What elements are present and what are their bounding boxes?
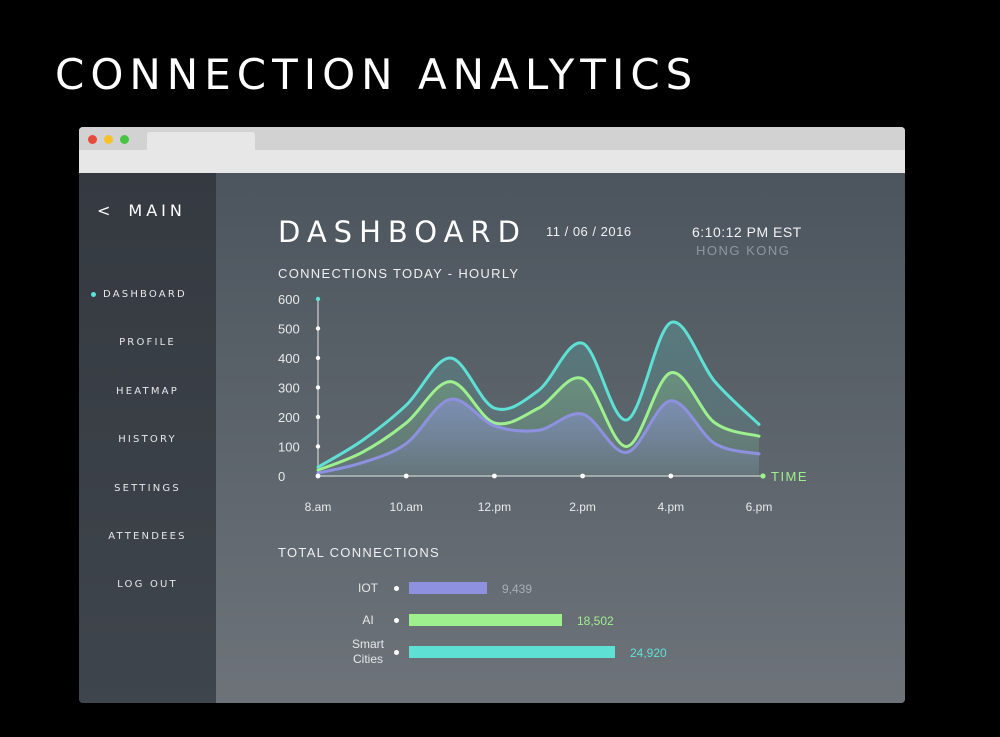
total-value: 9,439 — [502, 582, 533, 596]
back-to-main-link[interactable]: < MAIN — [97, 201, 186, 220]
sidebar-item-dashboard[interactable]: DASHBOARD — [91, 289, 187, 300]
total-bullet-icon — [394, 586, 399, 591]
series-3-line — [316, 397, 761, 475]
page-heading: CONNECTION ANALYTICS — [55, 50, 699, 99]
total-bullet-icon — [394, 650, 399, 655]
y-tick-dot — [315, 385, 321, 390]
dashboard-content: DASHBOARD 11 / 06 / 2016 6:10:12 PM EST … — [216, 173, 905, 703]
sidebar-item-heatmap[interactable]: HEATMAP — [79, 386, 216, 397]
x-tick-label: 6.pm — [746, 500, 773, 514]
sidebar-item-log-out[interactable]: LOG OUT — [79, 579, 216, 590]
browser-tab[interactable] — [147, 132, 255, 150]
sidebar-item-label: HEATMAP — [116, 386, 179, 397]
total-label: IOT — [358, 581, 378, 595]
y-tick-label: 500 — [278, 322, 300, 337]
total-label: Smart Cities — [351, 637, 384, 666]
x-tick-label: 2.pm — [569, 500, 596, 514]
total-value: 24,920 — [630, 646, 667, 660]
chart-title: CONNECTIONS TODAY - HOURLY — [278, 266, 520, 281]
sidebar: < MAIN DASHBOARD PROFILE HEATMAP HISTORY … — [79, 173, 216, 703]
y-tick-label: 400 — [278, 351, 300, 366]
series-1-line — [316, 320, 761, 469]
x-tick-label: 4.pm — [657, 500, 684, 514]
browser-chrome — [79, 127, 905, 173]
total-bar — [409, 582, 487, 594]
x-tick-dot — [668, 473, 674, 479]
total-bar — [409, 646, 615, 658]
x-tick-label: 8.am — [305, 500, 332, 514]
y-tick-label: 100 — [278, 440, 300, 455]
dashboard-title: DASHBOARD — [278, 215, 527, 249]
y-tick-label: 600 — [278, 292, 300, 307]
x-tick-label: 12.pm — [478, 500, 511, 514]
total-label: AI — [362, 613, 374, 627]
sidebar-item-label: HISTORY — [118, 434, 177, 445]
sidebar-item-settings[interactable]: SETTINGS — [79, 483, 216, 494]
series-2-line — [316, 371, 761, 472]
y-tick-dot — [315, 444, 321, 449]
maximize-window-button[interactable] — [120, 135, 129, 144]
y-tick-label: 200 — [278, 410, 300, 425]
sidebar-item-label: SETTINGS — [114, 483, 181, 494]
sidebar-item-history[interactable]: HISTORY — [79, 434, 216, 445]
dashboard-date: 11 / 06 / 2016 — [546, 224, 632, 239]
hourly-connections-chart: 0 100 200 300 400 500 600 8.am 10.am 12.pm 2.pm 4.p… — [278, 292, 808, 514]
sidebar-item-profile[interactable]: PROFILE — [79, 337, 216, 348]
minimize-window-button[interactable] — [104, 135, 113, 144]
total-bar — [409, 614, 562, 626]
totals-title: TOTAL CONNECTIONS — [278, 545, 440, 560]
dashboard-city: HONG KONG — [696, 243, 791, 258]
chevron-left-icon: < — [97, 201, 115, 220]
x-tick-dot — [492, 473, 497, 479]
y-tick-label: 300 — [278, 381, 300, 396]
active-indicator-icon — [91, 291, 96, 297]
total-value: 18,502 — [577, 614, 614, 628]
sidebar-item-attendees[interactable]: ATTENDEES — [79, 531, 216, 542]
sidebar-item-label: ATTENDEES — [108, 531, 187, 542]
sidebar-item-label: DASHBOARD — [103, 289, 187, 300]
y-tick-label: 0 — [278, 469, 285, 484]
close-window-button[interactable] — [88, 135, 97, 144]
origin-dot — [315, 473, 321, 479]
dashboard-time: 6:10:12 PM EST — [692, 224, 802, 240]
tab-strip — [79, 127, 905, 150]
y-tick-dot — [315, 326, 321, 331]
x-axis-end-dot — [760, 473, 766, 479]
x-tick-dot — [403, 473, 409, 479]
sidebar-item-label: LOG OUT — [117, 579, 178, 590]
x-tick-label: 10.am — [390, 500, 423, 514]
total-bullet-icon — [394, 618, 399, 623]
y-tick-dot — [315, 296, 321, 302]
browser-window: < MAIN DASHBOARD PROFILE HEATMAP HISTORY … — [79, 127, 905, 703]
x-tick-dot — [580, 473, 585, 479]
y-tick-dot — [315, 355, 321, 361]
series-3-area — [318, 399, 759, 476]
y-tick-dot — [315, 414, 321, 420]
back-label: MAIN — [128, 201, 186, 220]
sidebar-item-label: PROFILE — [119, 337, 176, 348]
x-axis-label: TIME — [771, 469, 808, 484]
